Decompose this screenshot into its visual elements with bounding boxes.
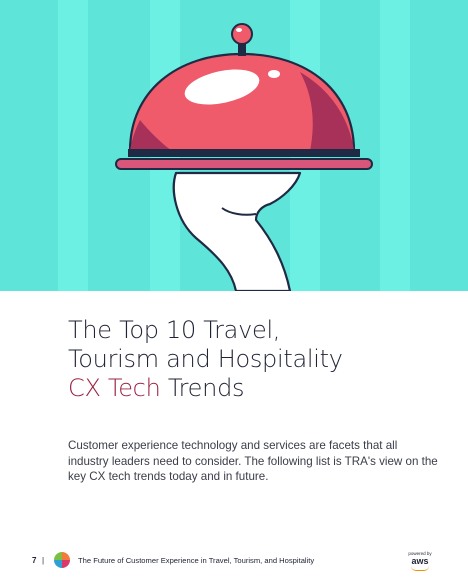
footer-title: The Future of Customer Experience in Tra…	[78, 556, 315, 565]
title-line-1: The Top 10 Travel,	[68, 316, 281, 344]
hero-illustration	[0, 0, 468, 291]
title-suffix: Trends	[160, 374, 245, 402]
tra-logo-icon	[54, 552, 70, 568]
title-line-2: Tourism and Hospitality	[68, 345, 343, 373]
background-stripes	[58, 0, 410, 291]
aws-powered-by: powered by	[408, 551, 432, 556]
aws-smile-icon	[411, 566, 429, 571]
cloche-on-hand-illustration	[0, 0, 468, 291]
aws-wordmark: aws	[411, 556, 429, 566]
aws-logo: powered by aws	[408, 551, 432, 571]
footer-separator: |	[42, 556, 45, 565]
page-number: 7	[32, 556, 37, 565]
cloche	[128, 23, 360, 157]
hand	[172, 171, 302, 291]
page-footer: 7 | The Future of Customer Experience in…	[0, 546, 468, 576]
tray	[115, 158, 373, 170]
page-title: The Top 10 Travel, Tourism and Hospitali…	[68, 316, 343, 403]
intro-paragraph: Customer experience technology and servi…	[68, 439, 438, 483]
title-accent: CX Tech	[68, 374, 161, 402]
